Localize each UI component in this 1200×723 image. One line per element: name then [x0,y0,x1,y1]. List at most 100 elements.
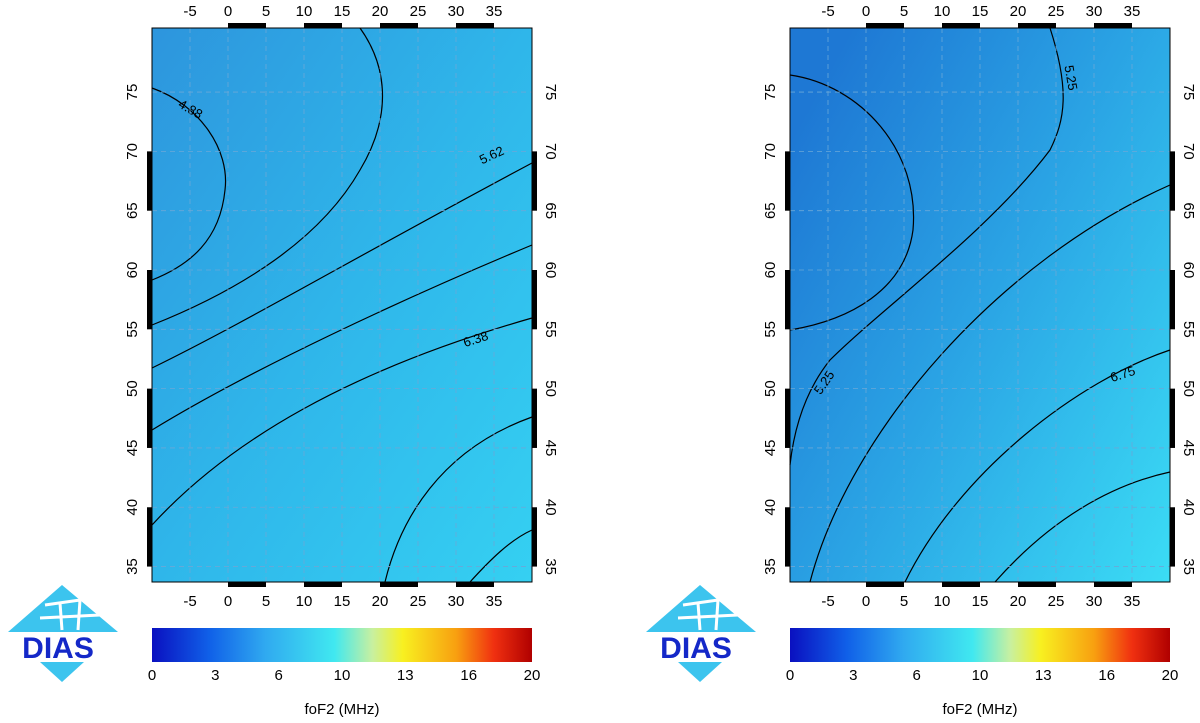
frame-bar [532,507,537,567]
frame-bar [1018,582,1056,587]
contour [151,317,533,526]
x-tick-label: 10 [296,3,313,20]
colorbar [790,628,1170,662]
frame-bar [1170,151,1175,211]
colorbar-tick-label: 16 [460,667,477,684]
colorbar-tick-label: 20 [524,667,541,684]
frame-bar [304,23,342,28]
colorbar-tick-label: 3 [211,667,219,684]
colorbar-tick-label: 6 [913,667,921,684]
x-tick-label: 25 [410,593,427,610]
colorbar-tick-label: 6 [275,667,283,684]
x-tick-label: 20 [1010,3,1027,20]
x-tick-label: 10 [296,593,313,610]
frame-bar [785,151,790,211]
x-tick-label: 15 [972,3,989,20]
x-tick-label: 0 [862,593,870,610]
y-tick-label: 55 [124,321,141,338]
x-tick-label: 10 [934,3,951,20]
x-tick-label: 35 [486,3,503,20]
frame-bar [456,23,494,28]
colorbar-tick-label: 0 [786,667,794,684]
y-tick-label: 70 [542,143,559,160]
x-tick-label: 15 [334,593,351,610]
y-tick-label: 60 [762,262,779,279]
y-tick-label: 55 [542,321,559,338]
y-tick-label: 35 [762,558,779,575]
x-tick-label: 0 [224,3,232,20]
y-tick-label: 60 [124,262,141,279]
y-tick-label: 50 [542,380,559,397]
colorbar-tick-label: 13 [1035,667,1052,684]
colorbar-tick-label: 10 [972,667,989,684]
contour [994,471,1171,583]
frame-bar [228,582,266,587]
y-tick-label: 50 [1180,380,1197,397]
y-tick-label: 70 [762,143,779,160]
frame-bar [147,270,152,330]
frame-bar [785,507,790,567]
y-tick-label: 75 [542,84,559,101]
frame-bar [1170,270,1175,330]
y-tick-label: 75 [124,84,141,101]
y-tick-label: 35 [1180,558,1197,575]
x-tick-label: -5 [183,593,196,610]
y-tick-label: 65 [1180,202,1197,219]
contour [789,27,1064,466]
contour [151,244,533,431]
contour [789,74,915,331]
y-tick-label: 40 [542,499,559,516]
colorbar [152,628,532,662]
x-tick-label: 30 [1086,3,1103,20]
x-tick-label: -5 [821,593,834,610]
contour-label: 5.25 [1061,64,1080,92]
y-tick-label: 65 [124,202,141,219]
x-tick-label: 25 [1048,593,1065,610]
contour [151,27,383,326]
x-tick-label: 25 [1048,3,1065,20]
y-tick-label: 45 [124,440,141,457]
frame-bar [1094,582,1132,587]
contour [469,529,533,583]
frame-bar [456,582,494,587]
logo-text: DIAS [22,632,94,665]
x-tick-label: 35 [1124,3,1141,20]
y-tick-label: 35 [542,558,559,575]
frame-bar [380,23,418,28]
contour-label: 6.38 [461,328,490,350]
contour [384,416,533,583]
x-tick-label: 15 [334,3,351,20]
x-tick-label: 35 [486,593,503,610]
x-tick-label: -5 [821,3,834,20]
contour [151,87,227,281]
contour-label: 6.75 [1108,363,1137,385]
x-tick-label: 35 [1124,593,1141,610]
y-tick-label: 40 [124,499,141,516]
frame-bar [785,388,790,448]
x-tick-label: 20 [372,593,389,610]
x-tick-label: 0 [862,3,870,20]
contour [151,162,533,369]
map-panel: 5.25 5.25 6.75 DIAS foF2 (MHz) -5-500551… [646,3,1197,718]
frame-bar [304,582,342,587]
y-tick-label: 65 [762,202,779,219]
y-tick-label: 70 [1180,143,1197,160]
y-tick-label: 60 [542,262,559,279]
x-tick-label: -5 [183,3,196,20]
frame-bar [1170,388,1175,448]
frame-bar [147,388,152,448]
y-tick-label: 45 [542,440,559,457]
x-tick-label: 5 [262,593,270,610]
frame-bar [785,270,790,330]
y-tick-label: 50 [124,380,141,397]
x-tick-label: 30 [1086,593,1103,610]
frame-bar [532,270,537,330]
colorbar-tick-label: 0 [148,667,156,684]
x-tick-label: 10 [934,593,951,610]
y-tick-label: 60 [1180,262,1197,279]
x-tick-label: 30 [448,593,465,610]
logo: DIAS [646,585,756,682]
frame-bar [228,23,266,28]
x-tick-label: 5 [900,3,908,20]
y-tick-label: 45 [762,440,779,457]
